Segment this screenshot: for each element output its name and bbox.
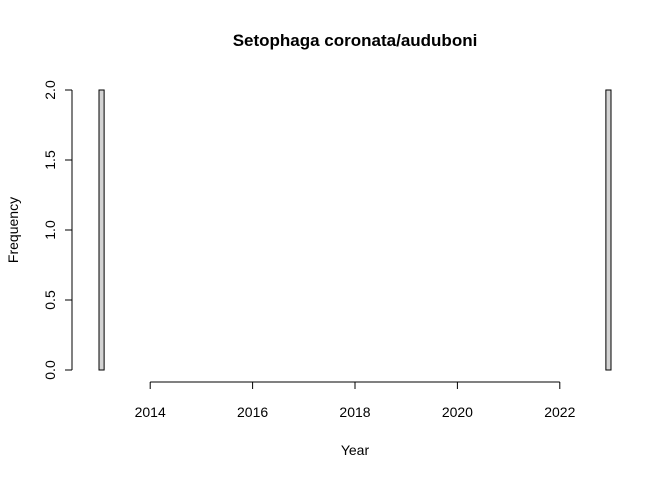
x-tick-label: 2016 xyxy=(237,404,268,420)
y-tick-label: 1.5 xyxy=(42,150,58,170)
x-tick-label: 2020 xyxy=(442,404,473,420)
histogram-bar xyxy=(98,89,105,371)
x-tick-label: 2018 xyxy=(339,404,370,420)
y-axis-label: Frequency xyxy=(5,197,21,263)
y-tick-label: 0.0 xyxy=(42,360,58,380)
chart-title: Setophaga coronata/auduboni xyxy=(233,31,478,50)
y-axis: 0.0 0.5 1.0 1.5 2.0 xyxy=(42,80,73,380)
y-tick-label: 2.0 xyxy=(42,80,58,100)
bars-group xyxy=(98,89,612,371)
x-tick-label: 2022 xyxy=(544,404,575,420)
y-tick-label: 0.5 xyxy=(42,290,58,310)
y-tick-label: 1.0 xyxy=(42,220,58,240)
x-axis: 2014 2016 2018 2020 2022 xyxy=(135,381,576,420)
histogram-bar xyxy=(605,89,612,371)
x-axis-label: Year xyxy=(341,442,370,458)
x-tick-label: 2014 xyxy=(135,404,166,420)
